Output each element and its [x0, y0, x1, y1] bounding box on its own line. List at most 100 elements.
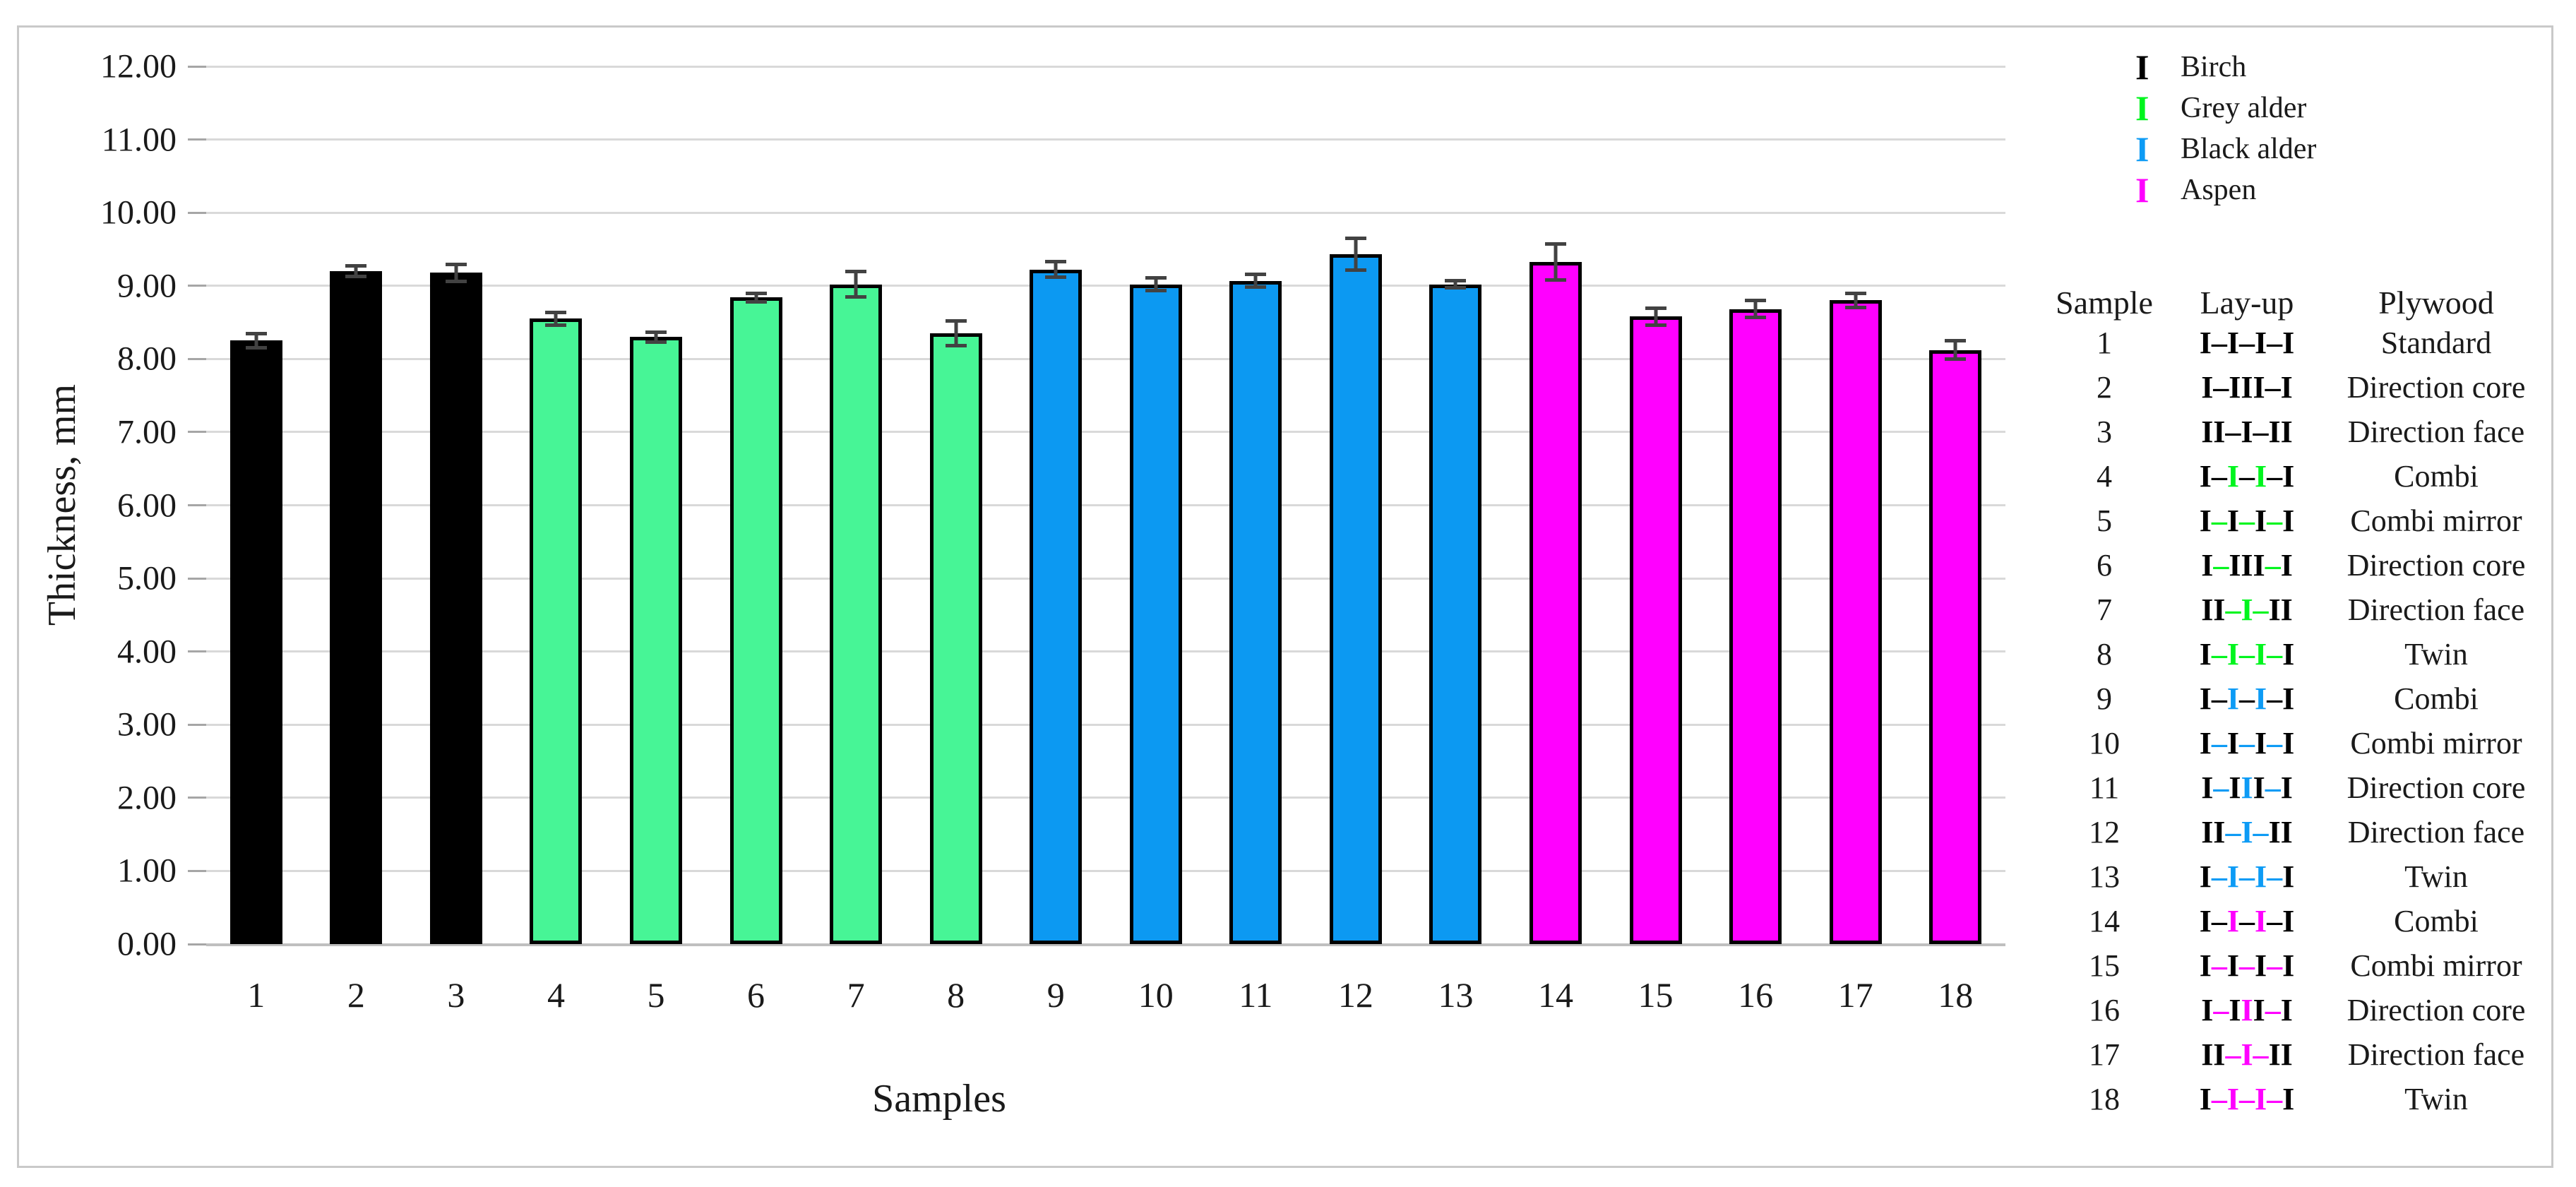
- layup-segment: –: [2267, 503, 2283, 538]
- layup-segment: I–: [2199, 904, 2227, 938]
- error-bar-sample-11: [1245, 273, 1267, 289]
- error-bar-stem: [654, 330, 658, 344]
- y-axis-tick-label: 12.00: [100, 47, 177, 85]
- gridline-11.00: [206, 138, 2005, 141]
- error-bar-stem: [954, 319, 958, 347]
- legend-label: Aspen: [2181, 174, 2257, 206]
- error-bar-cap-bottom: [1745, 316, 1767, 320]
- table-cell-plywood: Twin: [2404, 859, 2468, 894]
- layup-segment: I: [2255, 726, 2267, 760]
- error-bar-stem: [854, 269, 858, 299]
- gridline-5.00: [206, 577, 2005, 580]
- layup-segment: III: [2229, 548, 2265, 583]
- error-bar-sample-12: [1344, 237, 1366, 273]
- legend-marker-icon: I: [2135, 47, 2149, 87]
- table-header-sample: Sample: [2056, 284, 2153, 321]
- layup-segment: –I: [2267, 459, 2295, 494]
- layup-segment: I–III–I: [2201, 370, 2293, 405]
- x-axis-tick-label: 16: [1738, 975, 1774, 1015]
- bar-sample-1: [229, 340, 282, 944]
- table-row-sample-14: 14 I–I–I–I Combi: [2041, 899, 2546, 943]
- legend-item-grey-alder: I Grey alder: [2124, 88, 2316, 129]
- layup-segment: I: [2282, 948, 2295, 983]
- bar-sample-2: [330, 271, 383, 944]
- x-axis-tick-label: 11: [1239, 975, 1273, 1015]
- error-bar-stem: [1453, 279, 1457, 290]
- error-bar-stem: [1154, 276, 1158, 293]
- y-axis-tick-labels: 0.00 1.00 2.00 3.00 4.00 5.00 6.00 7.00 8.00 9.00…: [42, 48, 177, 963]
- error-bar-cap-top: [545, 310, 567, 314]
- gridline-12.00: [206, 65, 2005, 68]
- x-axis-tick-label: 13: [1438, 975, 1474, 1015]
- table-row-sample-3: 3 II–I–II Direction face: [2041, 410, 2546, 454]
- table-cell-plywood: Direction face: [2347, 592, 2525, 627]
- error-bar-sample-3: [445, 262, 467, 283]
- layup-segment: I–: [2199, 681, 2227, 716]
- layup-segment: I: [2241, 770, 2253, 805]
- error-bar-cap-bottom: [545, 323, 567, 327]
- error-bar-cap-bottom: [1045, 275, 1067, 280]
- error-bar-sample-10: [1145, 276, 1167, 293]
- table-cell-plywood: Combi: [2394, 681, 2479, 716]
- error-bar-cap-top: [1844, 292, 1866, 296]
- layup-segment: –: [2213, 993, 2229, 1027]
- error-bar-sample-13: [1445, 279, 1467, 290]
- table-cell-sample: 12: [2089, 815, 2120, 849]
- layup-segment: –: [2239, 681, 2255, 716]
- layup-segment: –: [2239, 948, 2255, 983]
- error-bar-cap-bottom: [1445, 285, 1467, 290]
- layup-segment: I: [2253, 770, 2265, 805]
- gridline-0.00: [206, 943, 2005, 946]
- y-axis-tick: [188, 211, 206, 214]
- table-row-sample-2: 2 I–III–I Direction core: [2041, 365, 2546, 410]
- layup-segment: I: [2229, 993, 2241, 1027]
- bar-sample-8: [929, 333, 982, 944]
- layup-segment: –: [2267, 726, 2283, 760]
- layup-segment: I: [2201, 548, 2214, 583]
- table-cell-layup: I–I–I–I: [2176, 636, 2318, 672]
- legend-marker-icon: I: [2135, 170, 2149, 210]
- error-bar-cap-bottom: [1844, 305, 1866, 309]
- error-bar-cap-bottom: [645, 340, 667, 344]
- y-axis-tick: [188, 357, 206, 360]
- error-bar-sample-15: [1645, 306, 1666, 327]
- table-cell-layup: I–I–I–I: [2176, 325, 2318, 361]
- bar-sample-18: [1929, 350, 1982, 944]
- layup-segment: –I–: [2225, 815, 2269, 849]
- x-axis-tick-label: 10: [1138, 975, 1174, 1015]
- y-axis-tick-label: 3.00: [117, 705, 177, 744]
- error-bar-sample-6: [745, 292, 767, 304]
- error-bar-cap-bottom: [1645, 323, 1666, 327]
- legend-label: Grey alder: [2181, 92, 2307, 124]
- layup-segment: I: [2255, 948, 2267, 983]
- error-bar-cap-bottom: [1145, 289, 1167, 293]
- layup-segment: –: [2265, 770, 2281, 805]
- error-bar-cap-top: [1945, 339, 1967, 343]
- legend-label: Black alder: [2181, 133, 2317, 165]
- error-bar-sample-14: [1545, 241, 1566, 282]
- layup-segment: I: [2280, 770, 2293, 805]
- x-axis-tick-label: 14: [1538, 975, 1573, 1015]
- error-bar-stem: [254, 332, 258, 350]
- bar-sample-11: [1229, 280, 1282, 944]
- bar-sample-14: [1530, 261, 1582, 944]
- y-axis-tick: [188, 943, 206, 946]
- bar-sample-13: [1429, 284, 1482, 944]
- table-cell-layup: II–I–II: [2176, 414, 2318, 450]
- error-bar-stem: [1054, 260, 1058, 280]
- x-axis-tick-label: 3: [447, 975, 465, 1015]
- table-row-sample-4: 4 I–I–I–I Combi: [2041, 454, 2546, 499]
- error-bar-cap-top: [645, 330, 667, 334]
- table-cell-layup: II–I–II: [2176, 814, 2318, 850]
- error-bar-sample-17: [1844, 292, 1866, 309]
- layup-segment: I: [2282, 726, 2295, 760]
- table-cell-layup: I–I–I–I: [2176, 903, 2318, 939]
- error-bar-cap-top: [945, 319, 967, 323]
- table-cell-plywood: Direction core: [2347, 993, 2526, 1027]
- gridline-1.00: [206, 869, 2005, 872]
- table-cell-layup: I–I–I–I: [2176, 458, 2318, 494]
- y-axis-tick-label: 11.00: [101, 121, 177, 159]
- layup-segment: I: [2199, 637, 2212, 672]
- error-bar-sample-4: [545, 310, 567, 327]
- layup-segment: I: [2282, 859, 2295, 894]
